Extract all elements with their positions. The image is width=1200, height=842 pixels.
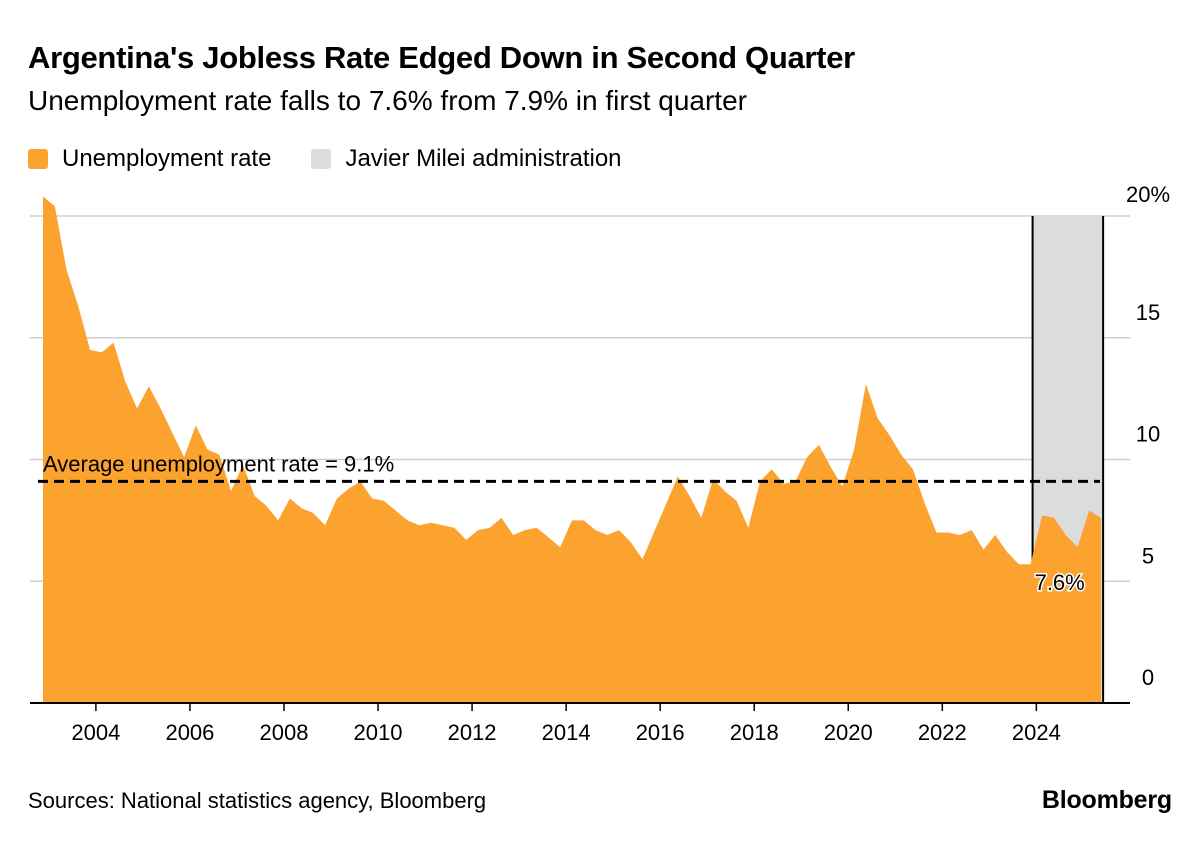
x-tick-label-2016: 2016 [636, 720, 685, 745]
y-tick-label-0: 0 [1142, 665, 1154, 690]
x-tick-label-2014: 2014 [542, 720, 591, 745]
legend-swatch-milei [311, 149, 332, 169]
legend-label-milei: Javier Milei administration [345, 145, 622, 172]
unemployment-area [43, 196, 1101, 703]
legend-item-unemployment: Unemployment rate [28, 145, 271, 173]
chart-subtitle: Unemployment rate falls to 7.6% from 7.9… [28, 85, 747, 116]
x-tick-label-2020: 2020 [824, 720, 873, 745]
y-tick-label-5: 5 [1142, 543, 1154, 568]
latest-value-annotation: 7.6% [1035, 570, 1085, 595]
x-tick-label-2010: 2010 [354, 720, 403, 745]
legend-item-milei: Javier Milei administration [311, 145, 622, 173]
x-tick-label-2012: 2012 [448, 720, 497, 745]
legend: Unemployment rate Javier Milei administr… [28, 144, 662, 174]
y-tick-label-15: 15 [1136, 300, 1160, 325]
chart-title: Argentina's Jobless Rate Edged Down in S… [28, 40, 855, 75]
x-tick-label-2018: 2018 [730, 720, 779, 745]
x-tick-label-2024: 2024 [1012, 720, 1061, 745]
bloomberg-logo: Bloomberg [1041, 786, 1172, 814]
axes: 0 5 10 15 20% 2004 2006 2008 2010 2012 2014 2016 201… [30, 182, 1170, 745]
x-tick-label-2008: 2008 [260, 720, 309, 745]
x-tick-label-2004: 2004 [71, 720, 120, 745]
source-note: Sources: National statistics agency, Blo… [28, 788, 487, 813]
y-tick-label-20: 20% [1126, 182, 1170, 207]
series-area [43, 196, 1101, 703]
x-tick-label-2006: 2006 [165, 720, 214, 745]
average-line-label: Average unemployment rate = 9.1% [43, 451, 394, 476]
x-tick-label-2022: 2022 [918, 720, 967, 745]
legend-label-unemployment: Unemployment rate [62, 145, 272, 172]
y-tick-label-10: 10 [1136, 422, 1160, 447]
average-reference-line: Average unemployment rate = 9.1% 7.6% [38, 451, 1100, 597]
legend-swatch-unemployment [28, 149, 48, 169]
